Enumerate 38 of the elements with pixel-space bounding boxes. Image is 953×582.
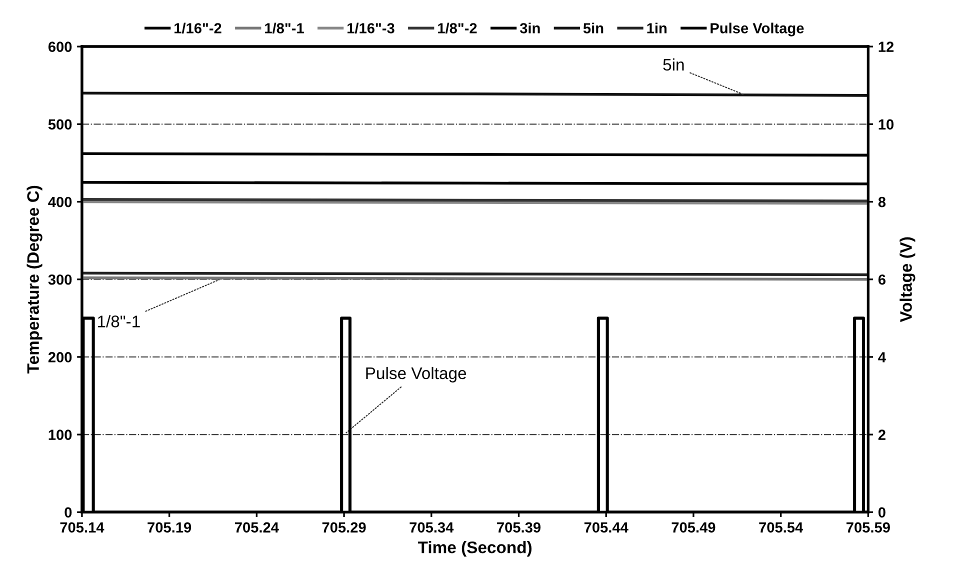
y2-tick-label: 10 <box>878 119 894 130</box>
y-tick-label: 100 <box>48 430 72 440</box>
legend-label: 3in <box>520 22 540 34</box>
y-tick-label: 200 <box>48 352 72 362</box>
x-tick-label: 705.54 <box>759 522 804 533</box>
annotation: 5in <box>663 58 684 71</box>
legend-label: 1/8"-1 <box>265 22 304 34</box>
x-tick-label: 705.59 <box>846 522 890 533</box>
x-tick-label: 705.19 <box>148 522 192 533</box>
y2-tick-label: 2 <box>878 430 886 440</box>
annotation: 1/8"-1 <box>98 315 140 328</box>
y2-tick-label: 0 <box>878 507 886 518</box>
legend-label: Pulse Voltage <box>710 22 804 36</box>
y2-tick-label: 6 <box>878 274 886 285</box>
y-tick-label: 300 <box>48 274 72 285</box>
x-tick-label: 705.39 <box>497 522 541 533</box>
y2-tick-label: 8 <box>878 196 886 208</box>
x-tick-label: 705.44 <box>584 522 628 533</box>
x-tick-label: 705.14 <box>60 522 104 533</box>
x-tick-label: 705.24 <box>235 522 279 533</box>
y-tick-label: 600 <box>48 42 72 52</box>
y-tick-label: 0 <box>64 507 72 518</box>
x-axis-title: Time (Second) <box>418 541 532 557</box>
x-tick-label: 705.29 <box>322 522 366 533</box>
y-axis-title: Temperature (Degree C) <box>26 186 42 374</box>
annotation: Pulse Voltage <box>366 366 466 382</box>
y2-tick-label: 4 <box>878 352 886 362</box>
legend-label: 5in <box>583 22 604 34</box>
legend-label: 1in <box>647 22 666 34</box>
y-tick-label: 400 <box>48 196 72 208</box>
y2-tick-label: 12 <box>878 42 894 52</box>
legend-label: 1/16"-3 <box>348 22 394 34</box>
legend-label: 1/8"-2 <box>438 22 477 34</box>
x-tick-label: 705.34 <box>410 522 454 533</box>
legend-label: 1/16"-2 <box>174 22 222 34</box>
x-tick-label: 705.49 <box>672 522 716 533</box>
y2-axis-title: Voltage (V) <box>900 237 916 322</box>
y-tick-label: 500 <box>48 119 72 130</box>
